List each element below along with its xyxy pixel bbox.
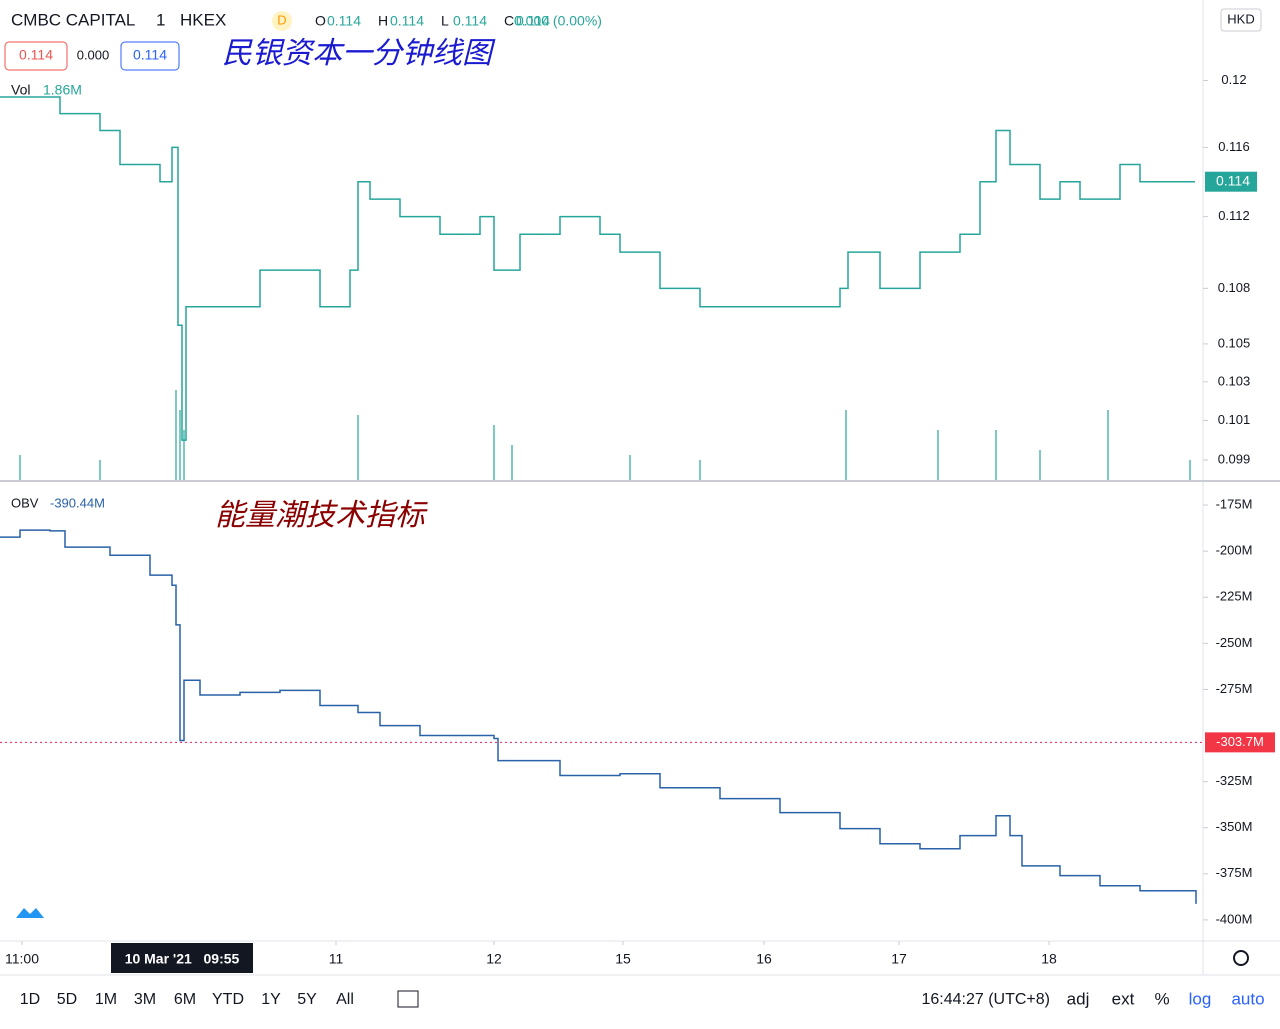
option-button[interactable]: ext — [1112, 989, 1135, 1008]
option-button[interactable]: auto — [1231, 989, 1264, 1008]
option-button[interactable]: adj — [1067, 989, 1090, 1008]
volume-bar — [183, 430, 185, 480]
exchange: HKEX — [180, 10, 226, 29]
y-tick-label: -175M — [1216, 497, 1253, 512]
crosshair-tag — [1205, 732, 1275, 753]
ohlc-value: 0.114 — [453, 13, 487, 29]
option-button[interactable]: % — [1154, 989, 1169, 1008]
ohlc-key: L — [441, 13, 449, 29]
volume-bar — [995, 430, 997, 480]
range-button[interactable]: 1M — [95, 991, 117, 1008]
option-button[interactable]: log — [1189, 989, 1212, 1008]
ohlc: O 0.114 H 0.114 L 0.114 C 0.114 — [315, 13, 550, 29]
range-button[interactable]: 3M — [134, 991, 156, 1008]
range-button[interactable]: 1Y — [261, 991, 281, 1008]
ohlc-key: C — [504, 13, 514, 29]
volume-bar — [1189, 460, 1191, 480]
change: 0.000 (0.00%) — [514, 13, 602, 29]
y-tick-label: 0.12 — [1221, 72, 1246, 87]
x-tick-label: 11:00 — [5, 951, 39, 967]
ohlc-value: 0.114 — [390, 13, 424, 29]
y-tick-label: -250M — [1216, 635, 1253, 650]
compare-icon[interactable] — [397, 990, 419, 1008]
y-tick-label: -275M — [1216, 681, 1253, 696]
data-line — [0, 96, 1195, 441]
last-price-tag — [1205, 171, 1257, 192]
volume-bar — [629, 455, 631, 480]
logo — [16, 908, 44, 918]
y-tick-label: -200M — [1216, 543, 1253, 558]
x-tick-label: 18 — [1041, 951, 1057, 967]
range-button[interactable]: 1D — [20, 991, 40, 1008]
ohlc-key: O — [315, 13, 326, 29]
y-tick-label: -225M — [1216, 589, 1253, 604]
y-tick-label: -375M — [1216, 865, 1253, 880]
volume-bar — [1039, 450, 1041, 480]
crosshair-label: -303.7M — [1216, 734, 1264, 749]
currency[interactable]: HKD — [1227, 11, 1254, 26]
spread: 0.000 — [77, 47, 110, 62]
volume-bar — [845, 410, 847, 480]
x-tick-label: 16 — [756, 951, 772, 967]
y-tick-label: 0.116 — [1218, 139, 1250, 154]
range-button[interactable]: YTD — [212, 991, 244, 1008]
x-tick-label: 12 — [486, 951, 502, 967]
data-line — [0, 529, 1197, 904]
buy-button[interactable] — [120, 41, 180, 71]
x-tick-label: 11 — [329, 951, 344, 967]
ohlc-key: H — [378, 13, 388, 29]
interval: 1 — [156, 10, 165, 29]
badge: D — [277, 12, 286, 27]
sell-price[interactable]: 0.114 — [19, 47, 53, 63]
y-tick-label: 0.105 — [1218, 335, 1251, 350]
ohlc-value: 0.114 — [516, 13, 550, 29]
volume-bar — [699, 460, 701, 480]
annotation: 民银资本一分钟线图 — [222, 36, 496, 71]
y-tick-label: -350M — [1216, 819, 1253, 834]
y-tick-label: 0.101 — [1218, 412, 1251, 427]
obv-annotation: 能量潮技术指标 — [215, 498, 428, 533]
badge-bg — [272, 11, 292, 31]
buy-price[interactable]: 0.114 — [133, 47, 167, 63]
cursor-tag — [111, 943, 253, 973]
obv-label: OBV — [11, 495, 39, 510]
cursor-label: 10 Mar '21 09:55 — [125, 951, 240, 967]
range-button[interactable]: 6M — [174, 991, 196, 1008]
volume-bar — [357, 415, 359, 480]
range-button[interactable]: 5D — [57, 991, 77, 1008]
volume-bar — [19, 455, 21, 480]
y-tick-label: -325M — [1216, 773, 1253, 788]
settings-icon[interactable] — [1233, 950, 1249, 966]
sell-button[interactable] — [4, 41, 68, 71]
last-price-label: 0.114 — [1216, 172, 1250, 188]
symbol: CMBC CAPITAL — [11, 10, 135, 29]
volume-bar — [937, 430, 939, 480]
volume-bar — [179, 410, 181, 480]
y-tick-label: -400M — [1216, 911, 1253, 926]
vol-value: 1.86M — [43, 82, 82, 98]
volume-bar — [99, 460, 101, 480]
x-tick-label: 15 — [615, 951, 631, 967]
range-button[interactable]: 5Y — [297, 991, 317, 1008]
volume-bar — [493, 425, 495, 480]
currency-box[interactable] — [1220, 8, 1262, 32]
obv-value: -390.44M — [50, 495, 105, 510]
range-button[interactable]: All — [336, 991, 354, 1008]
vol-label: Vol — [11, 82, 30, 98]
y-tick-label: 0.112 — [1218, 208, 1250, 223]
ohlc-value: 0.114 — [327, 13, 361, 29]
y-tick-label: 0.099 — [1218, 451, 1251, 466]
x-tick-label: 17 — [891, 951, 907, 967]
volume-bar — [175, 390, 177, 480]
clock: 16:44:27 (UTC+8) — [921, 991, 1050, 1008]
y-tick-label: 0.108 — [1218, 280, 1251, 295]
volume-bar — [511, 445, 513, 480]
y-tick-label: 0.103 — [1218, 373, 1251, 388]
volume-bar — [1107, 410, 1109, 480]
